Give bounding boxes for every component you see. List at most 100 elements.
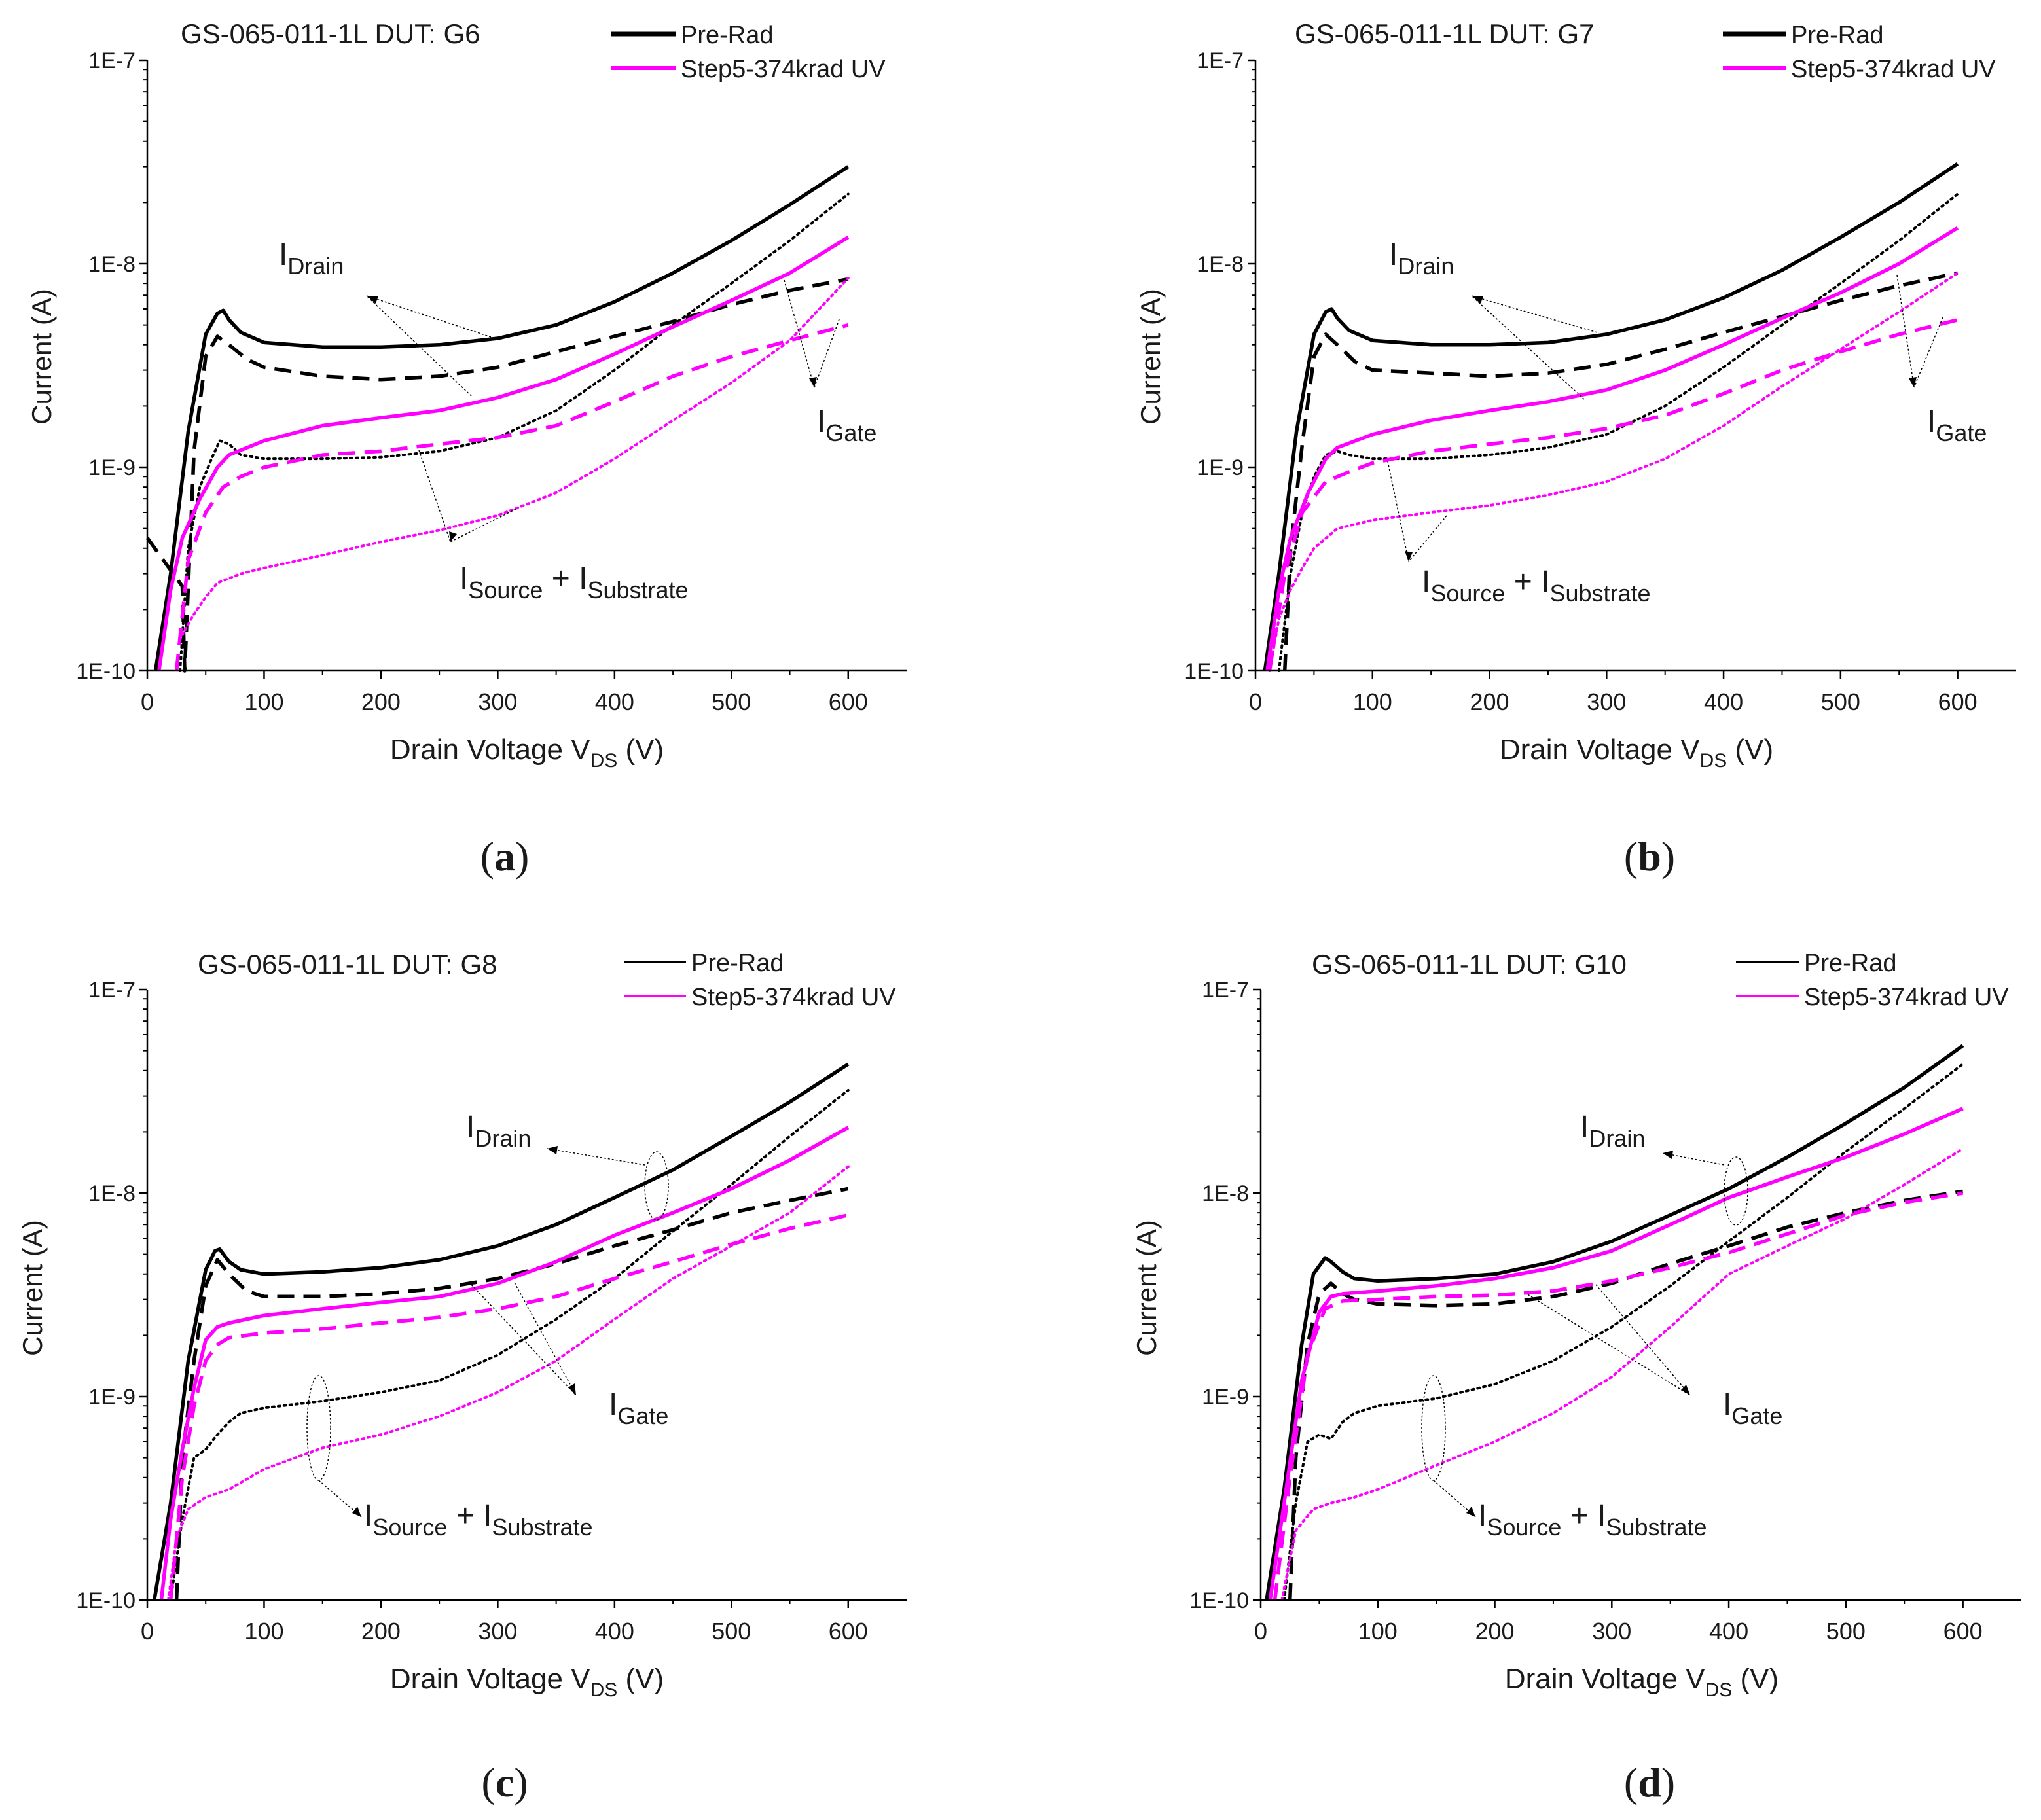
panel-b: GS-065-011-1L DUT: G7 Pre-Rad Step5-374k… <box>1135 18 2016 880</box>
panel-c-title: GS-065-011-1L DUT: G8 <box>198 949 497 980</box>
x-tick-label: 200 <box>361 1618 401 1645</box>
panel-d-arrows <box>1433 1152 1725 1518</box>
series-step5-i-source-i-substrate <box>181 277 850 637</box>
x-tick-label: 400 <box>595 1618 634 1645</box>
panel-b-title: GS-065-011-1L DUT: G7 <box>1295 18 1595 49</box>
x-tick-label: 300 <box>1587 688 1626 715</box>
panel-c-label-i-drain: IDrain <box>466 1110 531 1152</box>
legend-label-pre-rad: Pre-Rad <box>691 950 784 977</box>
y-tick-label: 1E-9 <box>1197 455 1244 480</box>
x-tick-label: 300 <box>1592 1618 1631 1645</box>
x-tick-label: 100 <box>1353 688 1392 715</box>
x-tick-label: 100 <box>244 1618 283 1645</box>
y-tick-label: 1E-9 <box>88 1385 135 1410</box>
y-tick-label: 1E-7 <box>88 978 135 1003</box>
x-tick-label: 400 <box>1704 688 1743 715</box>
y-tick-label: 1E-8 <box>1202 1181 1249 1206</box>
panel-a-title: GS-065-011-1L DUT: G6 <box>181 18 480 49</box>
series-step5-i-drain <box>1265 226 1959 671</box>
series-pre-rad-i-drain <box>152 1062 850 1601</box>
legend-label-step5: Step5-374krad UV <box>691 984 896 1011</box>
panel-d-plot-area: 0 100 200 300 400 500 600 1E-10 1E-9 1E-8 1E-7 <box>1189 978 2021 1645</box>
y-tick-label: 1E-7 <box>88 48 135 73</box>
panel-a-label-i-source-substrate: ISource + ISubstrate <box>460 562 689 603</box>
panel-b-label-i-source-substrate: ISource + ISubstrate <box>1422 565 1651 607</box>
panel-a-caption: (a) <box>480 833 530 880</box>
x-tick-label: 0 <box>1254 1618 1267 1645</box>
series-pre-rad-i-source-i-substrate <box>1282 1063 1964 1601</box>
panel-d-title: GS-065-011-1L DUT: G10 <box>1312 949 1627 980</box>
series-pre-rad-i-source-i-substrate <box>169 1088 850 1601</box>
y-tick-label: 1E-10 <box>1184 659 1244 684</box>
series-pre-rad-i-drain <box>153 165 850 671</box>
panel-c-annotations: IDrain IGate ISource + ISubstrate <box>306 1110 669 1541</box>
panel-a-y-axis-title: Current (A) <box>26 289 57 425</box>
series-pre-rad-i-gate <box>174 1187 849 1601</box>
x-tick-label: 100 <box>1358 1618 1398 1645</box>
series-step5-i-gate <box>168 1213 849 1601</box>
series-pre-rad-i-gate <box>1288 1189 1964 1601</box>
panel-c-arrows <box>318 1148 645 1518</box>
panel-c-y-axis-title: Current (A) <box>17 1220 48 1356</box>
y-tick-label: 1E-7 <box>1197 48 1244 73</box>
legend-label-pre-rad: Pre-Rad <box>1791 22 1884 49</box>
panel-a-x-axis-title: Drain Voltage VDS (V) <box>390 734 664 772</box>
panel-d-caption: (d) <box>1624 1759 1675 1806</box>
panel-d-label-i-gate: IGate <box>1723 1387 1782 1429</box>
panel-b-y-axis-title: Current (A) <box>1135 289 1166 425</box>
x-tick-label: 200 <box>1470 688 1509 715</box>
series-step5-i-gate <box>174 323 849 671</box>
x-tick-label: 300 <box>478 1618 517 1645</box>
panel-d-ticks: 0 100 200 300 400 500 600 1E-10 1E-9 1E-8 1E-7 <box>1189 978 1982 1645</box>
series-step5-i-drain <box>157 236 850 671</box>
x-tick-label: 0 <box>141 688 154 715</box>
series-pre-rad-i-gate <box>145 277 849 673</box>
panel-b-ticks: 0 100 200 300 400 500 600 1E-10 1E-9 1E-8 1E-7 <box>1184 48 1977 715</box>
panel-c-label-i-source-substrate: ISource + ISubstrate <box>364 1499 593 1541</box>
y-tick-label: 1E-8 <box>88 252 135 277</box>
y-tick-label: 1E-10 <box>1189 1588 1249 1613</box>
panel-a: GS-065-011-1L DUT: G6 Pre-Rad Step5-374k… <box>26 18 907 880</box>
x-tick-label: 500 <box>712 1618 751 1645</box>
series-step5-i-drain <box>159 1126 850 1601</box>
legend-label-pre-rad: Pre-Rad <box>681 22 774 49</box>
panel-c-ticks: 0 100 200 300 400 500 600 1E-10 1E-9 1E-8 1E-7 <box>76 978 868 1645</box>
x-tick-label: 400 <box>1709 1618 1748 1645</box>
panel-a-arrows <box>366 279 840 543</box>
panel-c-caption: (c) <box>481 1759 528 1806</box>
series-pre-rad-i-source-i-substrate <box>179 192 850 672</box>
y-tick-label: 1E-10 <box>76 659 135 684</box>
x-tick-label: 600 <box>829 688 868 715</box>
x-tick-label: 500 <box>712 688 751 715</box>
legend-label-step5: Step5-374krad UV <box>1804 984 2009 1011</box>
series-step5-i-gate <box>1273 1191 1964 1601</box>
y-tick-label: 1E-8 <box>1197 252 1244 277</box>
y-tick-label: 1E-9 <box>1202 1385 1249 1410</box>
panel-d-y-axis-title: Current (A) <box>1131 1220 1162 1356</box>
panel-c-drain-ellipse <box>644 1151 669 1221</box>
panel-d: GS-065-011-1L DUT: G10 Pre-Rad Step5-374… <box>1131 949 2021 1806</box>
panel-d-drain-ellipse <box>1724 1156 1748 1226</box>
panel-c: GS-065-011-1L DUT: G8 Pre-Rad Step5-374k… <box>17 949 907 1806</box>
x-tick-label: 600 <box>1943 1618 1983 1645</box>
x-tick-label: 500 <box>1826 1618 1866 1645</box>
panel-c-legend: Pre-Rad Step5-374krad UV <box>624 950 896 1011</box>
legend-label-step5: Step5-374krad UV <box>1791 56 1996 83</box>
panel-a-label-i-drain: IDrain <box>279 238 344 279</box>
panel-d-x-axis-title: Drain Voltage VDS (V) <box>1505 1663 1779 1701</box>
panel-d-legend: Pre-Rad Step5-374krad UV <box>1736 950 2009 1011</box>
panel-d-label-i-source-substrate: ISource + ISubstrate <box>1478 1499 1707 1541</box>
x-tick-label: 600 <box>829 1618 868 1645</box>
legend-label-pre-rad: Pre-Rad <box>1804 950 1897 977</box>
y-tick-label: 1E-9 <box>88 455 135 480</box>
x-tick-label: 0 <box>1249 688 1262 715</box>
series-step5-i-source-i-substrate <box>167 1165 850 1601</box>
panel-d-label-i-drain: IDrain <box>1580 1110 1645 1152</box>
panel-b-label-i-gate: IGate <box>1927 404 1987 446</box>
y-tick-label: 1E-10 <box>76 1588 135 1613</box>
panel-d-annotations: IDrain IGate ISource + ISubstrate <box>1421 1110 1782 1541</box>
panel-b-x-axis-title: Drain Voltage VDS (V) <box>1500 734 1773 772</box>
panel-c-plot-area: 0 100 200 300 400 500 600 1E-10 1E-9 1E-8 1E-7 <box>76 978 907 1645</box>
panel-a-curves <box>145 165 850 673</box>
